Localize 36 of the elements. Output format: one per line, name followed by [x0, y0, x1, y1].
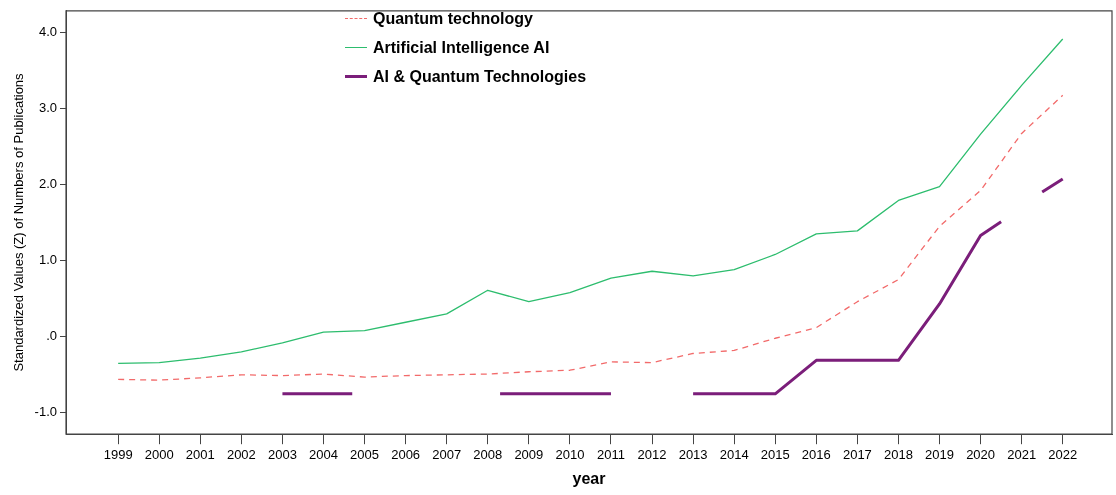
y-tick-label: 1.0	[38, 252, 57, 268]
legend-label: Artificial Intelligence AI	[373, 38, 550, 57]
x-tick-label: 2022	[1048, 446, 1078, 462]
x-tick-label: 2008	[473, 446, 503, 462]
x-tick-label: 2012	[637, 446, 667, 462]
x-tick-label: 2021	[1007, 446, 1037, 462]
x-tick-label: 2013	[678, 446, 708, 462]
x-tick-label: 2000	[144, 446, 174, 462]
x-tick-label: 2011	[596, 446, 625, 462]
y-tick-label: .0	[46, 328, 57, 344]
line-series	[117, 94, 1064, 381]
x-tick-label: 2015	[760, 446, 790, 462]
x-tick-label: 2018	[883, 446, 913, 462]
x-tick-label: 2010	[555, 446, 585, 462]
x-tick-label: 1999	[103, 446, 133, 462]
y-tick-label: -1.0	[34, 404, 57, 420]
x-tick-label: 2007	[432, 446, 462, 462]
y-tick-label: 2.0	[38, 176, 57, 191]
x-tick-label: 2003	[267, 446, 297, 462]
x-tick-label: 2004	[309, 446, 338, 462]
x-tick-label: 2016	[801, 446, 831, 462]
x-tick-label: 2020	[966, 446, 996, 462]
x-tick-label: 2019	[925, 446, 954, 462]
x-axis-title: year	[572, 469, 606, 487]
x-tick-label: 2009	[514, 446, 544, 462]
legend-label: AI & Quantum Technologies	[373, 67, 587, 86]
x-tick-label: 2006	[391, 446, 421, 462]
x-tick-label: 2002	[226, 446, 256, 462]
x-tick-label: 2005	[350, 446, 380, 462]
x-tick-label: 2001	[185, 446, 215, 462]
y-tick-label: 3.0	[38, 99, 57, 115]
x-tick-label: 2017	[842, 446, 872, 462]
y-tick-label: 4.0	[38, 23, 57, 39]
y-axis-title: Standardized Values (Z) of Numbers of Publications	[11, 72, 27, 372]
x-tick-label: 2014	[719, 446, 749, 462]
legend-label: Quantum technology	[373, 9, 533, 28]
